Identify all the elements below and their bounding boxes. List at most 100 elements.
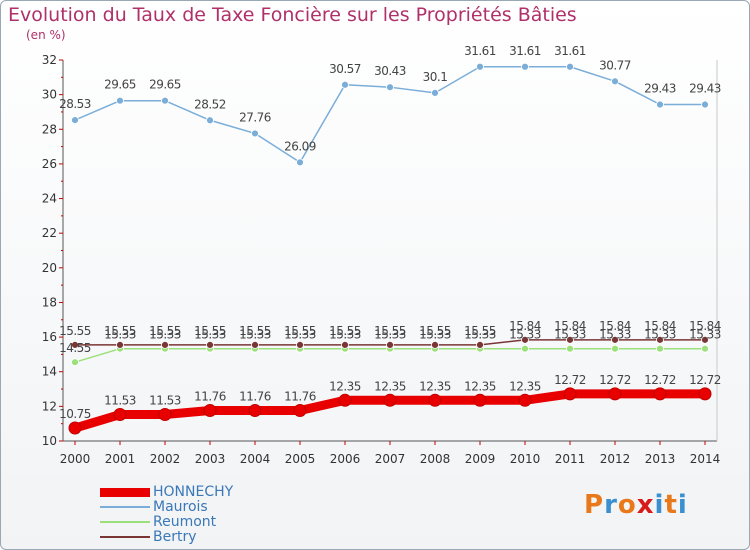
data-label-honnechy: 12.35 [509, 379, 541, 393]
data-point-reumont [611, 344, 619, 353]
data-label-maurois: 29.43 [644, 82, 676, 96]
data-label-honnechy: 12.35 [464, 379, 496, 393]
data-label-reumont: 15.33 [554, 328, 586, 342]
legend-swatch-bertry [100, 536, 150, 538]
y-tick-label: 10 [42, 434, 57, 448]
data-label-maurois: 30.43 [374, 64, 406, 78]
data-point-maurois [161, 96, 169, 105]
data-label-maurois: 31.61 [554, 44, 586, 58]
data-label-maurois: 28.52 [194, 97, 226, 111]
data-point-maurois [386, 83, 394, 92]
data-label-maurois: 31.61 [464, 44, 496, 58]
x-tick-label: 2013 [645, 452, 676, 466]
data-label-maurois: 28.53 [59, 97, 91, 111]
data-label-bertry: 15.55 [329, 324, 361, 338]
data-label-reumont: 15.33 [239, 328, 271, 342]
data-point-bertry [386, 340, 394, 349]
y-tick-label: 32 [42, 53, 57, 67]
data-point-bertry [251, 340, 259, 349]
data-point-honnechy [158, 408, 172, 422]
data-point-bertry [566, 335, 574, 344]
y-tick-label: 14 [42, 365, 57, 379]
data-label-maurois: 31.61 [509, 44, 541, 58]
logo-letter: i [677, 490, 688, 520]
data-point-bertry [431, 340, 439, 349]
data-point-bertry [701, 335, 709, 344]
data-label-reumont: 15.33 [509, 328, 541, 342]
data-label-maurois: 29.43 [689, 82, 721, 96]
x-tick-label: 2004 [240, 452, 271, 466]
x-tick-label: 2011 [555, 452, 586, 466]
x-tick-label: 2001 [105, 452, 136, 466]
data-point-maurois [566, 62, 574, 71]
data-point-bertry [206, 340, 214, 349]
y-tick-label: 26 [42, 157, 57, 171]
data-point-maurois [341, 80, 349, 89]
data-label-honnechy: 12.35 [329, 379, 361, 393]
data-label-maurois: 30.57 [329, 62, 361, 76]
data-label-bertry: 15.55 [284, 324, 316, 338]
data-label-bertry: 15.55 [374, 324, 406, 338]
legend-label-maurois: Maurois [153, 499, 208, 515]
data-label-reumont: 15.33 [374, 328, 406, 342]
y-tick-label: 30 [42, 88, 57, 102]
y-tick-label: 12 [42, 399, 57, 413]
y-tick-label: 20 [42, 261, 57, 275]
data-point-honnechy [653, 387, 667, 401]
data-label-honnechy: 11.76 [194, 390, 226, 404]
legend-item-reumont: Reumont [100, 514, 216, 530]
data-label-reumont: 15.33 [644, 328, 676, 342]
data-point-honnechy [68, 421, 82, 435]
data-point-maurois [656, 100, 664, 109]
x-tick-label: 2014 [690, 452, 721, 466]
data-point-bertry [71, 340, 79, 349]
logo-letter: t [664, 490, 678, 520]
data-point-maurois [116, 96, 124, 105]
data-point-maurois [206, 116, 214, 125]
x-tick-label: 2005 [285, 452, 316, 466]
y-tick-label: 24 [42, 192, 57, 206]
data-point-bertry [611, 335, 619, 344]
data-point-honnechy [698, 387, 712, 401]
legend-swatch-reumont [100, 521, 150, 523]
data-label-maurois: 29.65 [149, 78, 181, 92]
data-label-reumont: 15.33 [104, 328, 136, 342]
data-point-honnechy [338, 393, 352, 407]
data-point-maurois [476, 62, 484, 71]
data-point-honnechy [563, 387, 577, 401]
x-tick-label: 2007 [375, 452, 406, 466]
data-point-bertry [296, 340, 304, 349]
data-label-reumont: 15.33 [599, 328, 631, 342]
data-label-bertry: 15.55 [149, 324, 181, 338]
proxiti-logo: Proxiti [584, 490, 688, 520]
data-label-reumont: 15.33 [689, 328, 721, 342]
data-label-honnechy: 12.35 [419, 379, 451, 393]
data-point-honnechy [293, 404, 307, 418]
data-point-honnechy [248, 404, 262, 418]
data-label-reumont: 14.55 [59, 341, 91, 355]
x-tick-label: 2000 [60, 452, 91, 466]
data-point-maurois [251, 129, 259, 138]
data-label-bertry: 15.84 [509, 319, 541, 333]
y-tick-label: 28 [42, 122, 57, 136]
data-label-honnechy: 12.72 [644, 373, 676, 387]
data-label-maurois: 29.65 [104, 78, 136, 92]
data-label-reumont: 15.33 [194, 328, 226, 342]
legend-item-honnechy: HONNECHY [100, 484, 233, 500]
data-point-bertry [656, 335, 664, 344]
data-point-bertry [521, 335, 529, 344]
data-point-bertry [161, 340, 169, 349]
data-label-maurois: 30.1 [423, 70, 448, 84]
data-label-honnechy: 11.53 [104, 394, 136, 408]
data-point-honnechy [473, 393, 487, 407]
data-label-bertry: 15.55 [464, 324, 496, 338]
data-label-bertry: 15.55 [419, 324, 451, 338]
data-point-honnechy [518, 393, 532, 407]
legend-item-bertry: Bertry [100, 529, 197, 545]
data-point-maurois [71, 116, 79, 124]
data-point-maurois [611, 77, 619, 86]
data-point-honnechy [608, 387, 622, 401]
data-label-bertry: 15.84 [554, 319, 586, 333]
data-point-bertry [116, 340, 124, 349]
data-point-bertry [476, 340, 484, 349]
